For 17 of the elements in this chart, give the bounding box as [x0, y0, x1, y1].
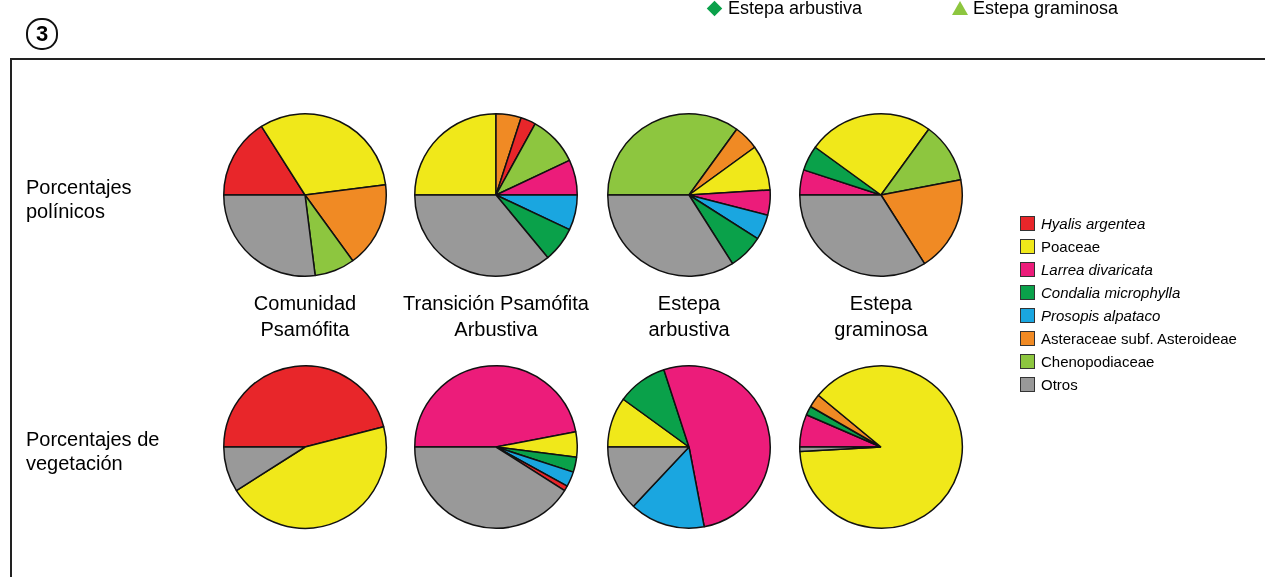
category-label: Prosopis alpataco: [1041, 307, 1161, 324]
text: Estepa arbustiva: [728, 0, 863, 19]
category-label: Condalia microphylla: [1041, 284, 1181, 301]
text: Porcentajes polínicos: [26, 175, 133, 223]
text: Estepa arbustiva: [647, 291, 731, 342]
text: Transición Psamófita Arbustiva: [402, 291, 590, 342]
text: Comunidad Psamófita: [252, 291, 358, 342]
category-label: Asteraceae subf. Asteroideae: [1041, 330, 1237, 347]
category-label: Larrea divaricata: [1041, 261, 1153, 278]
category-label: Otros: [1041, 376, 1078, 393]
category-label: Chenopodiaceae: [1041, 353, 1155, 370]
category-label: Poaceae: [1041, 238, 1101, 255]
text: 3: [26, 18, 58, 50]
text: Estepa graminosa: [833, 291, 929, 342]
text: Porcentajes de vegetación: [26, 427, 161, 475]
category-label: Hyalis argentea: [1041, 215, 1146, 232]
text: Estepa graminosa: [973, 0, 1119, 19]
